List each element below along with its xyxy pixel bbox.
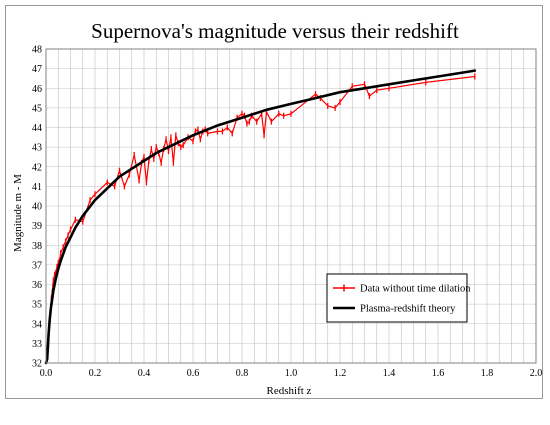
x-tick-label: 1.6 bbox=[432, 368, 445, 379]
chart-svg: Supernova's magnitude versus their redsh… bbox=[12, 19, 542, 397]
x-axis-label: Redshift z bbox=[267, 385, 312, 397]
tick-labels: 0.0 0.2 0.4 0.6 0.8 1.0 1.2 1.4 1.6 1.8 2.0 32 33 34 3… bbox=[32, 45, 542, 380]
x-tick-label: 1.2 bbox=[334, 368, 347, 379]
x-tick-label: 0.6 bbox=[187, 368, 200, 379]
y-tick-label: 44 bbox=[32, 123, 42, 134]
y-tick-label: 32 bbox=[32, 359, 42, 370]
y-tick-label: 46 bbox=[32, 84, 42, 95]
x-tick-label: 0.4 bbox=[138, 368, 151, 379]
y-tick-label: 48 bbox=[32, 45, 42, 56]
y-tick-label: 45 bbox=[32, 103, 42, 114]
y-tick-label: 47 bbox=[32, 64, 42, 75]
y-tick-label: 36 bbox=[32, 280, 42, 291]
y-tick-label: 42 bbox=[32, 162, 42, 173]
legend-label-data: Data without time dilation bbox=[360, 284, 471, 295]
legend: Data without time dilation Plasma-redshi… bbox=[326, 273, 471, 323]
x-tick-label: 1.8 bbox=[481, 368, 494, 379]
series-line-theory bbox=[44, 69, 477, 365]
chart-title: Supernova's magnitude versus their redsh… bbox=[91, 19, 459, 43]
y-tick-label: 38 bbox=[32, 241, 42, 252]
x-tick-label: 1.0 bbox=[285, 368, 298, 379]
y-tick-label: 33 bbox=[32, 339, 42, 350]
x-tick-label: 0.2 bbox=[89, 368, 102, 379]
y-tick-label: 41 bbox=[32, 182, 42, 193]
y-tick-label: 40 bbox=[32, 202, 42, 213]
chart-frame: Supernova's magnitude versus their redsh… bbox=[5, 5, 543, 399]
y-tick-label: 34 bbox=[32, 319, 42, 330]
x-tick-label: 2.0 bbox=[530, 368, 543, 379]
legend-box bbox=[326, 273, 468, 323]
y-tick-label: 37 bbox=[32, 260, 42, 271]
series-layer bbox=[44, 69, 477, 365]
y-axis-label: Magnitude m - M bbox=[12, 174, 24, 252]
x-tick-label: 1.4 bbox=[383, 368, 396, 379]
plot-border bbox=[45, 48, 537, 364]
y-tick-label: 39 bbox=[32, 221, 42, 232]
x-tick-label: 0.0 bbox=[40, 368, 53, 379]
y-tick-label: 35 bbox=[32, 300, 42, 311]
grid bbox=[45, 48, 537, 364]
legend-label-theory: Plasma-redshift theory bbox=[360, 304, 456, 315]
x-tick-label: 0.8 bbox=[236, 368, 249, 379]
y-tick-label: 43 bbox=[32, 143, 42, 154]
